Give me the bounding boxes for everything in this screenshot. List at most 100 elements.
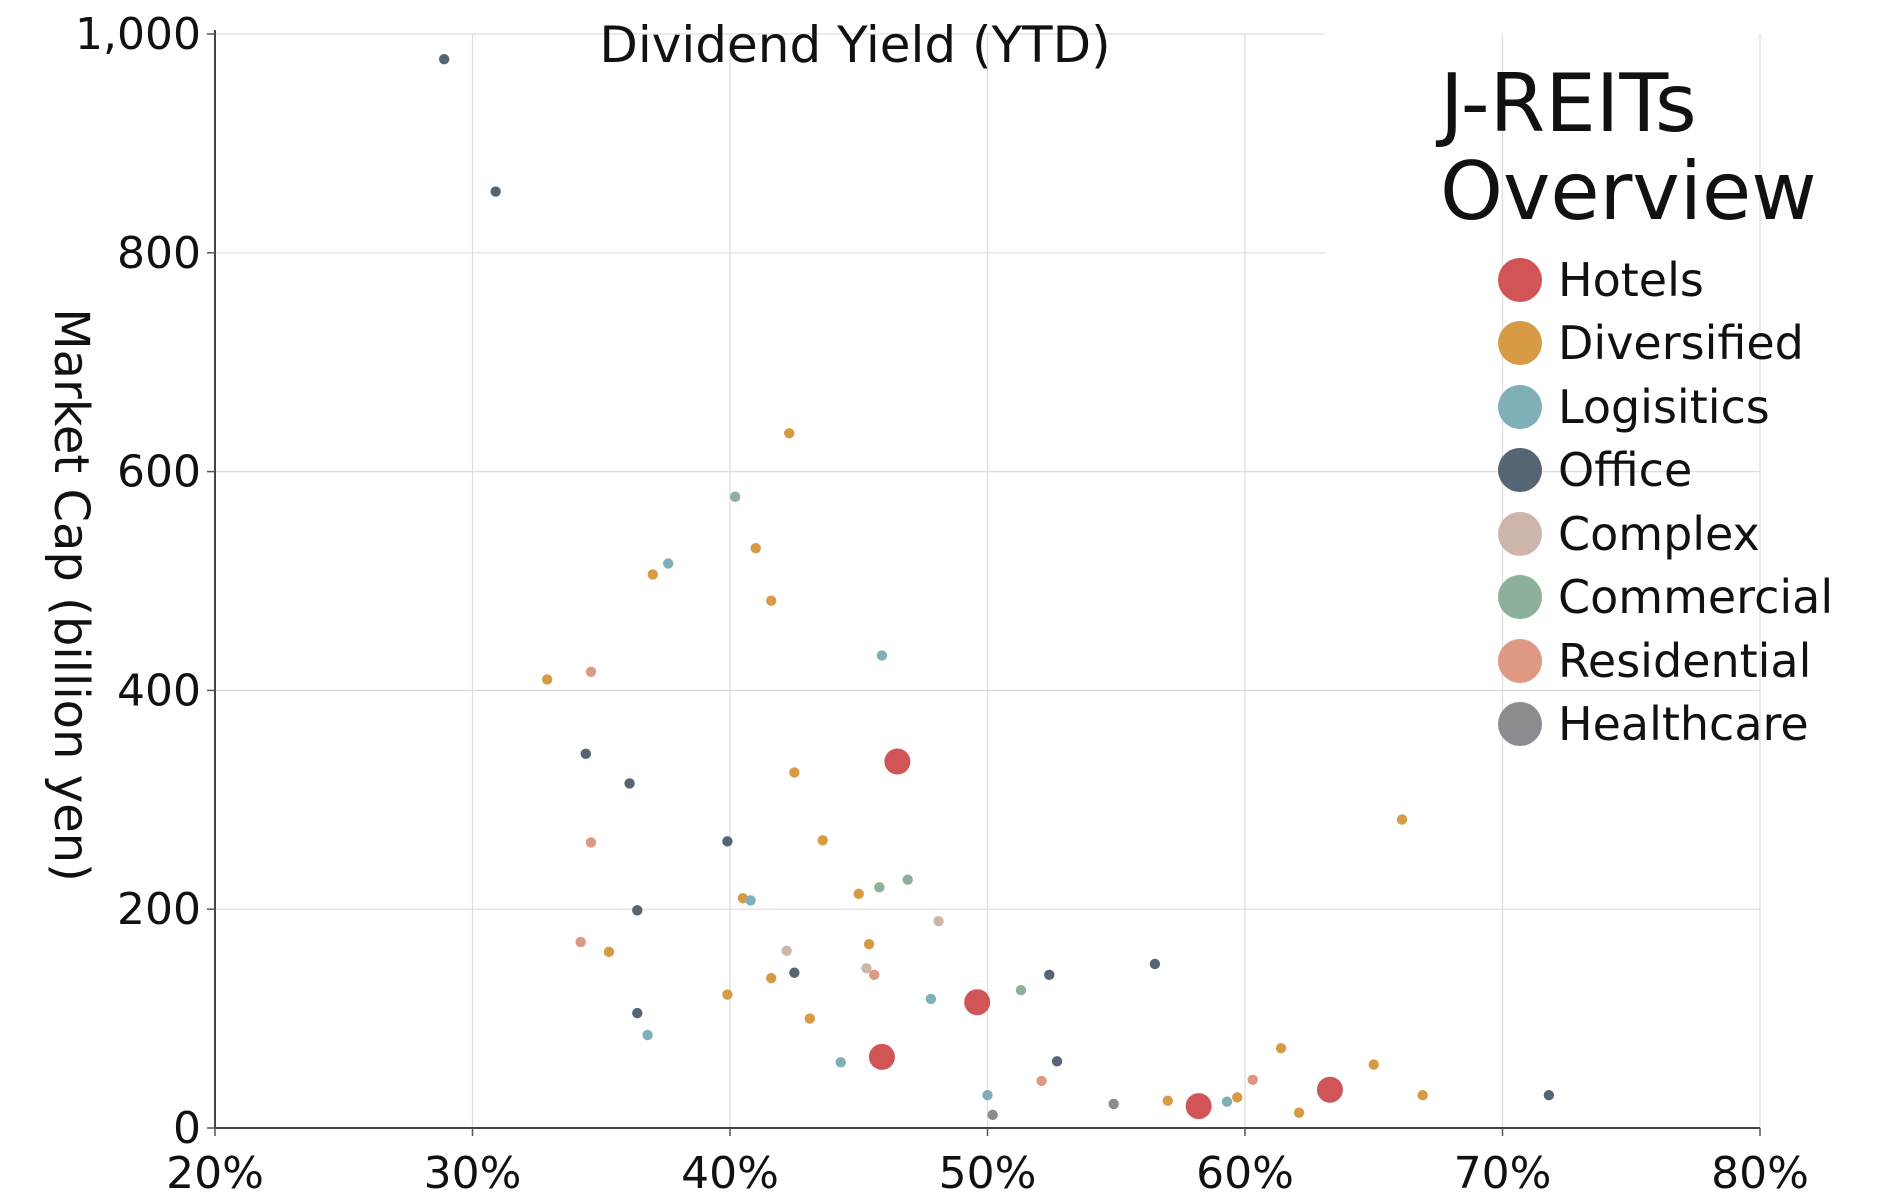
y-tick-label: 600 [117, 447, 201, 498]
x-tick-label: 80% [1711, 1148, 1809, 1199]
point-diversified [1396, 814, 1408, 825]
legend-label: Complex [1558, 506, 1760, 561]
point-logisitics [663, 558, 674, 569]
x-tick-label: 50% [939, 1148, 1037, 1199]
point-office [722, 836, 733, 847]
chart-title: Dividend Yield (YTD) [599, 16, 1110, 74]
point-diversified [541, 674, 553, 685]
point-diversified [750, 542, 761, 554]
legend-label: Residential [1558, 633, 1812, 688]
point-diversified [804, 1013, 816, 1024]
point-diversified [863, 939, 875, 950]
point-healthcare [1108, 1098, 1119, 1110]
legend-item-diversified: Diversified [1498, 312, 1880, 376]
x-axis-ticks: 20% 30% 40% 50% 60% 70% 80% [166, 1128, 1809, 1199]
x-tick-label: 60% [1196, 1148, 1294, 1199]
legend-label: Commercial [1558, 570, 1834, 625]
point-diversified [1293, 1107, 1305, 1118]
y-tick-label: 400 [117, 665, 201, 716]
point-office [632, 1007, 643, 1019]
data-points [438, 53, 1555, 1121]
point-residential [585, 837, 597, 848]
point-office [1149, 958, 1161, 970]
point-commercial [874, 882, 885, 893]
grid-lines [215, 33, 1761, 1128]
point-diversified [817, 835, 828, 846]
point-hotels [964, 989, 991, 1016]
point-diversified [1275, 1042, 1287, 1054]
legend-item-hotels: Hotels [1498, 248, 1880, 312]
point-logisitics [982, 1089, 993, 1101]
legend-swatch [1498, 257, 1542, 302]
point-office [789, 967, 800, 978]
y-tick-label: 0 [173, 1103, 201, 1154]
point-diversified [766, 972, 777, 984]
legend-item-commercial: Commercial [1498, 566, 1880, 630]
point-residential [575, 936, 586, 948]
point-office [1044, 969, 1055, 981]
legend-item-office: Office [1498, 439, 1880, 503]
legend-swatch [1498, 575, 1542, 620]
y-axis-label: Market Cap (billion yen) [43, 308, 99, 882]
point-office [490, 186, 501, 197]
point-diversified [1162, 1095, 1173, 1106]
legend-swatch [1498, 702, 1542, 747]
point-commercial [902, 874, 913, 885]
point-office [580, 748, 591, 760]
point-office [632, 905, 643, 916]
point-diversified [1368, 1059, 1379, 1070]
point-logisitics [835, 1057, 846, 1068]
legend-swatch [1498, 448, 1542, 493]
point-residential [585, 666, 597, 678]
point-diversified [853, 888, 864, 900]
point-diversified [603, 946, 615, 958]
point-office [1543, 1089, 1555, 1101]
point-logisitics [925, 993, 937, 1005]
legend-swatch [1498, 638, 1542, 683]
x-tick-label: 20% [166, 1148, 264, 1199]
point-commercial [729, 491, 741, 502]
point-logisitics [642, 1029, 653, 1041]
point-complex [861, 963, 872, 974]
legend-label: Healthcare [1558, 697, 1809, 752]
point-complex [933, 916, 944, 927]
y-tick-label: 200 [117, 884, 201, 935]
point-healthcare [987, 1109, 998, 1121]
point-residential [869, 969, 880, 981]
legend-label: Diversified [1558, 316, 1804, 371]
legend-item-residential: Residential [1498, 629, 1880, 693]
point-office [438, 53, 450, 65]
point-diversified [647, 569, 658, 580]
point-diversified [1417, 1089, 1428, 1101]
legend-items: Hotels Diversified Logisitics Office Complex… [1440, 248, 1880, 756]
point-logisitics [876, 650, 888, 661]
x-tick-label: 30% [424, 1148, 522, 1199]
legend: J-REITs Overview Hotels Diversified Logisi… [1440, 60, 1880, 756]
y-tick-label: 1,000 [75, 9, 201, 60]
point-commercial [1015, 984, 1027, 996]
point-diversified [1232, 1092, 1243, 1103]
point-hotels [1316, 1076, 1343, 1103]
point-residential [1036, 1075, 1047, 1087]
y-tick-label: 800 [117, 228, 201, 279]
point-office [624, 778, 635, 789]
legend-item-healthcare: Healthcare [1498, 693, 1880, 757]
point-hotels [1185, 1093, 1212, 1120]
point-diversified [722, 989, 733, 1000]
legend-item-complex: Complex [1498, 502, 1880, 566]
legend-label: Hotels [1558, 252, 1704, 307]
x-tick-label: 70% [1454, 1148, 1552, 1199]
point-residential [1247, 1074, 1258, 1086]
point-diversified [766, 595, 777, 606]
legend-label: Office [1558, 443, 1693, 498]
legend-label: Logisitics [1558, 379, 1770, 434]
x-tick-label: 40% [681, 1148, 779, 1199]
legend-swatch [1498, 384, 1542, 429]
point-diversified [789, 767, 800, 778]
legend-title: J-REITs Overview [1440, 57, 1817, 238]
point-hotels [884, 748, 911, 775]
point-office [1051, 1056, 1063, 1067]
y-axis-ticks: 0 200 400 600 800 1,000 [75, 9, 215, 1154]
point-diversified [784, 428, 795, 439]
